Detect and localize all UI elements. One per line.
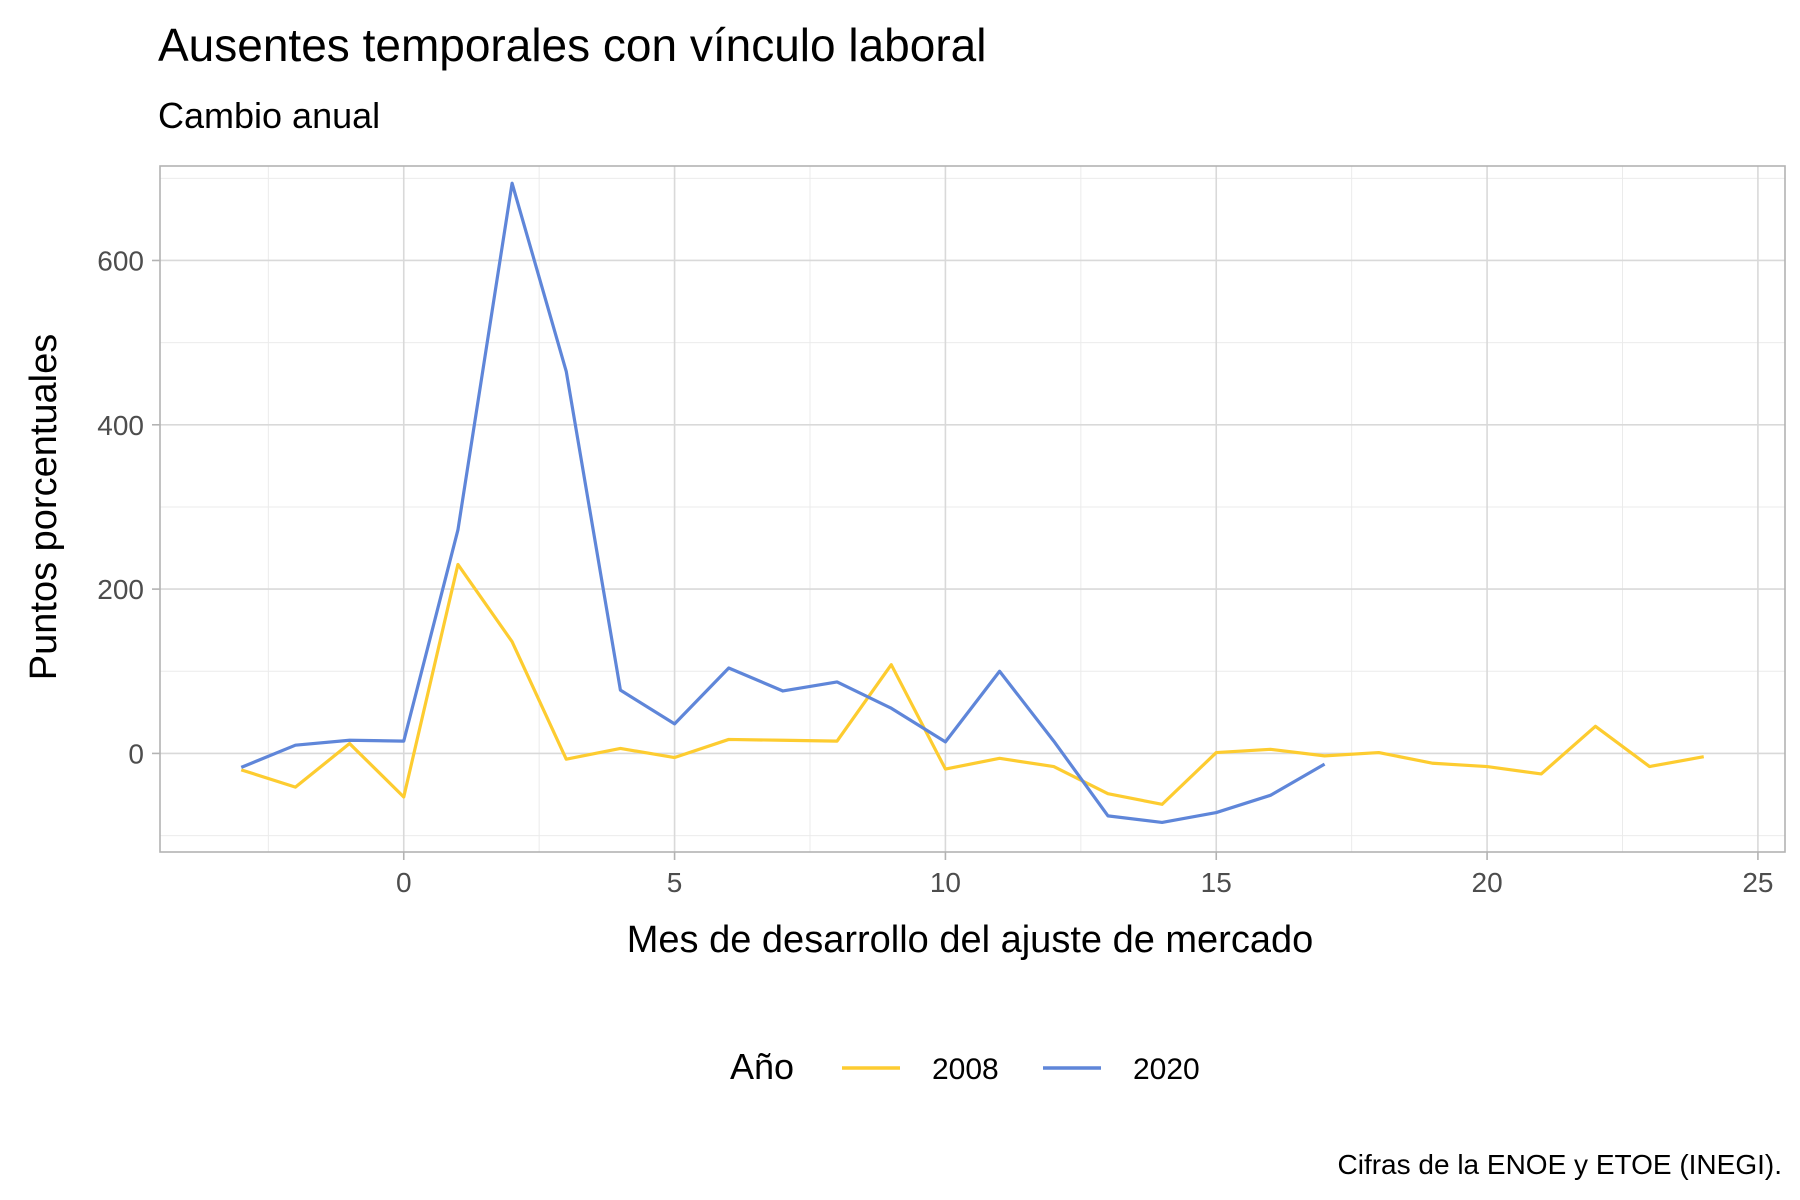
y-tick-label-1: 200 xyxy=(97,574,144,605)
legend: Año 2008 2020 xyxy=(730,1046,1200,1087)
x-tick-label-1: 5 xyxy=(667,867,683,898)
minor-gridlines xyxy=(160,166,1785,852)
chart-subtitle: Cambio anual xyxy=(158,95,380,136)
y-axis-ticks: 0 200 400 600 xyxy=(97,245,160,769)
y-tick-label-3: 600 xyxy=(97,245,144,276)
series-line-2020 xyxy=(240,181,1326,825)
series-lines xyxy=(240,181,1705,825)
y-axis-title: Puntos porcentuales xyxy=(23,334,65,680)
x-tick-label-5: 25 xyxy=(1742,867,1773,898)
legend-items: 2008 2020 xyxy=(842,1053,1200,1086)
x-tick-label-0: 0 xyxy=(396,867,412,898)
x-axis-ticks: 0 5 10 15 20 25 xyxy=(396,852,1773,898)
x-tick-label-3: 15 xyxy=(1201,867,1232,898)
y-tick-label-0: 0 xyxy=(128,738,144,769)
legend-label-2008: 2008 xyxy=(932,1053,999,1086)
series-line-2008 xyxy=(240,562,1705,806)
x-tick-label-2: 10 xyxy=(930,867,961,898)
major-gridlines xyxy=(160,166,1785,852)
chart-caption: Cifras de la ENOE y ETOE (INEGI). xyxy=(1338,1149,1782,1180)
plot-panel-border xyxy=(159,165,1786,853)
y-tick-label-2: 400 xyxy=(97,410,144,441)
x-tick-label-4: 20 xyxy=(1472,867,1503,898)
legend-label-2020: 2020 xyxy=(1133,1053,1200,1086)
legend-title: Año xyxy=(730,1046,794,1087)
chart-title: Ausentes temporales con vínculo laboral xyxy=(158,19,986,71)
x-axis-title: Mes de desarrollo del ajuste de mercado xyxy=(627,919,1314,961)
